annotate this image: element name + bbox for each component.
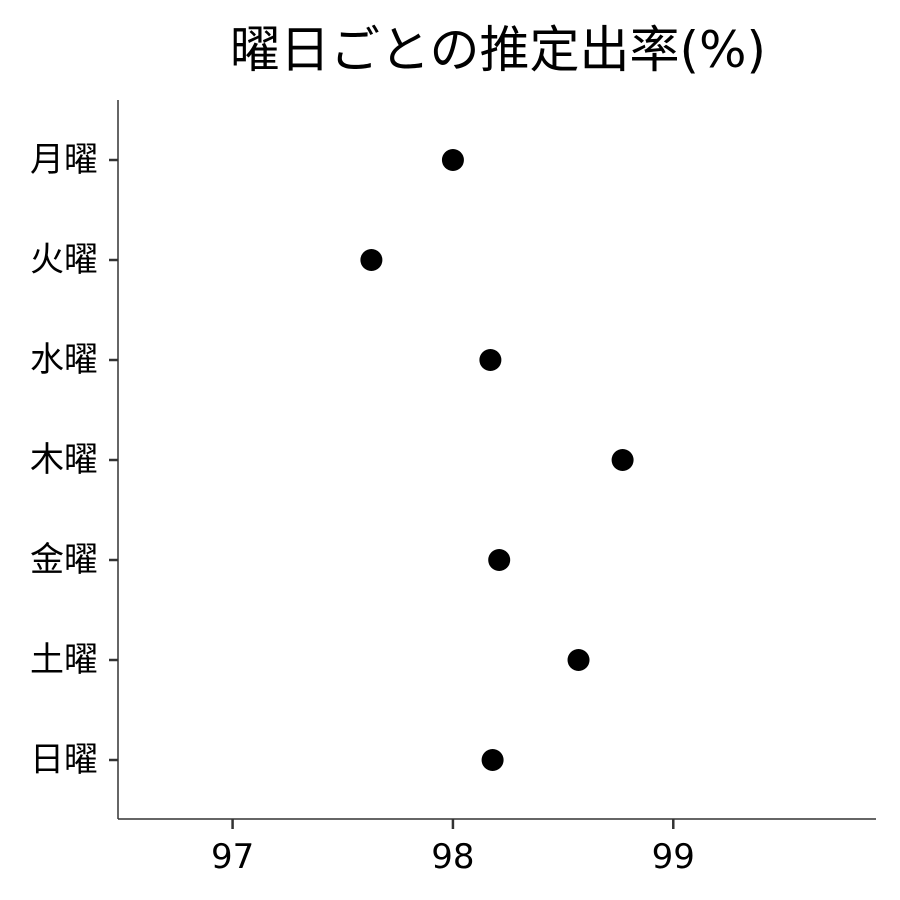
y-tick-label: 土曜 bbox=[30, 640, 98, 680]
y-tick-label: 木曜 bbox=[30, 440, 98, 480]
x-tick-label: 98 bbox=[431, 837, 474, 877]
data-point bbox=[568, 649, 590, 671]
y-tick-label: 日曜 bbox=[30, 740, 98, 780]
x-axis: 97 98 99 bbox=[211, 819, 695, 877]
x-tick-label: 97 bbox=[211, 837, 254, 877]
x-tick-label: 99 bbox=[652, 837, 695, 877]
y-tick-label: 金曜 bbox=[30, 540, 98, 580]
data-point bbox=[479, 349, 501, 371]
y-tick-label: 火曜 bbox=[30, 240, 98, 280]
data-point bbox=[488, 549, 510, 571]
y-tick-label: 月曜 bbox=[30, 140, 98, 180]
data-point bbox=[360, 249, 382, 271]
data-point bbox=[482, 749, 504, 771]
y-tick-label: 水曜 bbox=[30, 340, 98, 380]
data-point bbox=[612, 449, 634, 471]
data-point bbox=[442, 149, 464, 171]
data-points bbox=[360, 149, 633, 771]
